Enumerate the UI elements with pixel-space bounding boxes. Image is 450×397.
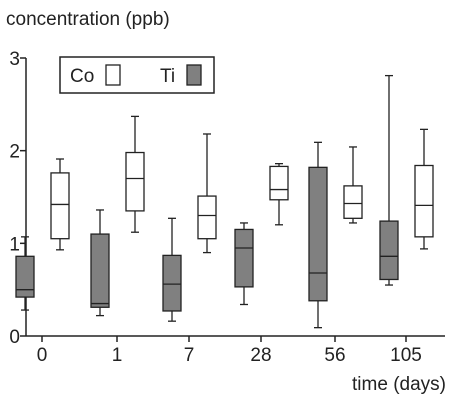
x-tick-label: 28 [250, 345, 271, 366]
box-rect [343, 185, 363, 219]
legend-label-ti: Ti [160, 66, 175, 87]
box-rect [379, 220, 399, 281]
box-rect [125, 151, 145, 212]
axes: 0 1 2 3 0 1 7 28 56 105 [9, 49, 445, 366]
box-rect [269, 165, 289, 201]
box-rect [197, 195, 217, 240]
box-rect [90, 233, 110, 308]
box-rect [414, 164, 434, 238]
y-tick-label: 2 [9, 142, 20, 163]
box-ti-1 [90, 209, 110, 317]
box-ti-28 [234, 222, 254, 306]
box-co-0 [50, 158, 70, 251]
box-co-56 [343, 146, 363, 224]
y-tick-label: 1 [9, 234, 20, 255]
legend-swatch-ti [186, 64, 202, 86]
y-tick-label: 3 [9, 49, 20, 70]
box-rect [15, 255, 35, 298]
x-tick-label: 105 [390, 345, 422, 366]
box-ti-0 [15, 236, 35, 311]
box-rect [308, 166, 328, 302]
boxes [15, 74, 434, 329]
box-ti-105 [379, 74, 399, 286]
x-tick-label: 1 [112, 345, 123, 366]
box-ti-7 [162, 217, 182, 322]
legend: Co Ti [59, 56, 215, 94]
box-co-1 [125, 115, 145, 233]
y-axis-label: concentration (ppb) [6, 9, 170, 30]
legend-swatch-co [105, 64, 121, 86]
box-rect [234, 228, 254, 288]
legend-label-co: Co [70, 66, 94, 87]
box-co-105 [414, 128, 434, 250]
x-tick-label: 7 [184, 345, 195, 366]
x-tick-label: 0 [37, 345, 48, 366]
box-co-7 [197, 133, 217, 254]
x-axis-label: time (days) [352, 374, 446, 395]
box-co-28 [269, 162, 289, 226]
x-tick-label: 56 [324, 345, 345, 366]
y-tick-label: 0 [9, 327, 20, 348]
box-ti-56 [308, 141, 328, 329]
box-rect [162, 254, 182, 312]
box-rect [50, 172, 70, 240]
